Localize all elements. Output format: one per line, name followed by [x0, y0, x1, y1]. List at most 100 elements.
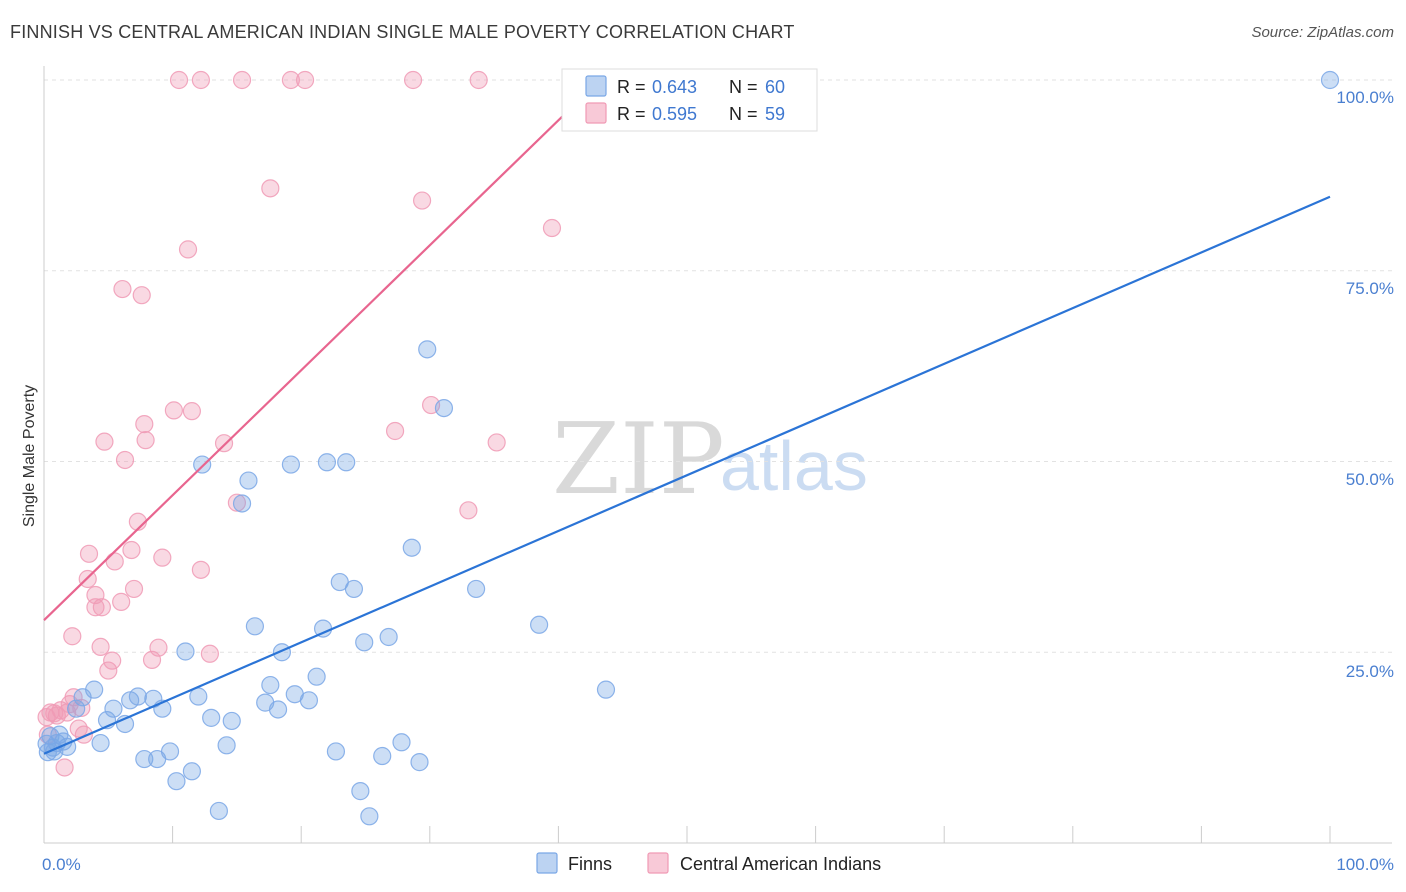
point-central-american-indians: [136, 431, 155, 450]
point-central-american-indians: [182, 402, 201, 421]
point-finns: [209, 801, 228, 821]
point-central-american-indians: [112, 592, 131, 611]
point-finns: [379, 627, 398, 647]
legend-swatch-cai: [585, 102, 607, 124]
point-central-american-indians: [153, 548, 172, 567]
point-finns: [434, 398, 454, 418]
point-central-american-indians: [191, 560, 210, 579]
point-finns: [167, 772, 186, 791]
point-finns: [217, 736, 236, 755]
point-finns: [299, 691, 319, 710]
legend-swatch-finns: [585, 75, 607, 97]
watermark-atlas: atlas: [720, 427, 868, 505]
series-legend: Finns Central American Indians: [536, 852, 881, 874]
data-points: [37, 70, 1340, 826]
x-tick-min: 0.0%: [42, 855, 81, 874]
point-finns: [193, 455, 212, 474]
legend-n-value-1: 60: [765, 77, 785, 97]
point-finns: [326, 742, 346, 761]
point-central-american-indians: [86, 598, 105, 617]
point-central-american-indians: [200, 644, 219, 663]
point-central-american-indians: [169, 70, 189, 90]
y-axis-label: Single Male Poverty: [21, 385, 38, 527]
point-finns: [530, 615, 549, 634]
series-legend-swatch-cai: [647, 852, 669, 874]
point-central-american-indians: [542, 218, 562, 238]
legend-r-value-2: 0.595: [652, 104, 697, 124]
point-finns: [160, 742, 180, 761]
point-central-american-indians: [115, 450, 135, 470]
point-finns: [355, 633, 374, 652]
series-legend-swatch-finns: [536, 852, 558, 874]
point-central-american-indians: [135, 415, 154, 434]
point-finns: [596, 680, 616, 699]
point-finns: [344, 579, 364, 599]
point-central-american-indians: [92, 598, 111, 617]
point-finns: [1320, 70, 1340, 90]
point-finns: [360, 807, 379, 826]
point-finns: [418, 340, 437, 359]
point-central-american-indians: [178, 240, 198, 259]
point-finns: [85, 680, 104, 699]
point-finns: [104, 699, 123, 718]
point-central-american-indians: [63, 627, 82, 646]
legend-n-value-2: 59: [765, 104, 785, 124]
point-finns: [135, 749, 154, 769]
point-central-american-indians: [227, 493, 246, 512]
gridlines: [44, 79, 1392, 653]
point-finns: [337, 453, 356, 472]
point-finns: [268, 700, 288, 719]
point-finns: [176, 642, 195, 661]
series-legend-label-cai: Central American Indians: [680, 854, 881, 874]
legend-n-label-2: N =: [729, 104, 758, 124]
y-tick-25: 25.0%: [1346, 662, 1394, 681]
point-central-american-indians: [412, 191, 432, 210]
chart-source: Source: ZipAtlas.com: [1251, 24, 1394, 41]
point-finns: [245, 617, 265, 636]
trend-line-central-american-indians: [43, 112, 567, 621]
point-finns: [128, 687, 147, 706]
point-finns: [202, 708, 221, 727]
point-central-american-indians: [113, 279, 132, 299]
point-finns: [261, 675, 280, 695]
point-central-american-indians: [105, 552, 124, 571]
point-central-american-indians: [99, 661, 118, 680]
point-central-american-indians: [232, 70, 252, 90]
point-central-american-indians: [295, 70, 315, 90]
x-tick-max: 100.0%: [1336, 855, 1394, 874]
y-tick-50: 50.0%: [1346, 470, 1394, 489]
point-finns: [232, 494, 252, 513]
point-central-american-indians: [281, 70, 301, 90]
point-central-american-indians: [469, 70, 488, 90]
point-central-american-indians: [91, 637, 110, 657]
point-finns: [281, 455, 301, 474]
y-tick-75: 75.0%: [1346, 279, 1394, 298]
point-central-american-indians: [55, 758, 74, 777]
point-central-american-indians: [79, 544, 99, 563]
point-central-american-indians: [385, 421, 405, 441]
point-central-american-indians: [191, 70, 210, 90]
trend-lines: [43, 112, 1331, 755]
trend-line-finns: [43, 195, 1331, 755]
point-finns: [182, 762, 201, 781]
point-finns: [402, 538, 421, 557]
legend-r-label-1: R =: [617, 77, 646, 97]
point-finns: [410, 753, 429, 772]
point-finns: [67, 699, 86, 718]
point-central-american-indians: [164, 401, 183, 420]
legend-n-label-1: N =: [729, 77, 758, 97]
series-legend-label-finns: Finns: [568, 854, 612, 874]
point-central-american-indians: [487, 433, 506, 452]
legend-r-label-2: R =: [617, 104, 646, 124]
point-central-american-indians: [124, 579, 144, 599]
point-finns: [373, 746, 392, 766]
point-central-american-indians: [122, 540, 141, 560]
point-finns: [351, 782, 370, 801]
point-finns: [91, 733, 110, 753]
chart-title: FINNISH VS CENTRAL AMERICAN INDIAN SINGL…: [10, 22, 795, 42]
point-finns: [392, 733, 411, 752]
point-central-american-indians: [132, 286, 151, 305]
point-central-american-indians: [214, 434, 234, 453]
point-central-american-indians: [149, 638, 168, 657]
point-finns: [239, 471, 258, 490]
